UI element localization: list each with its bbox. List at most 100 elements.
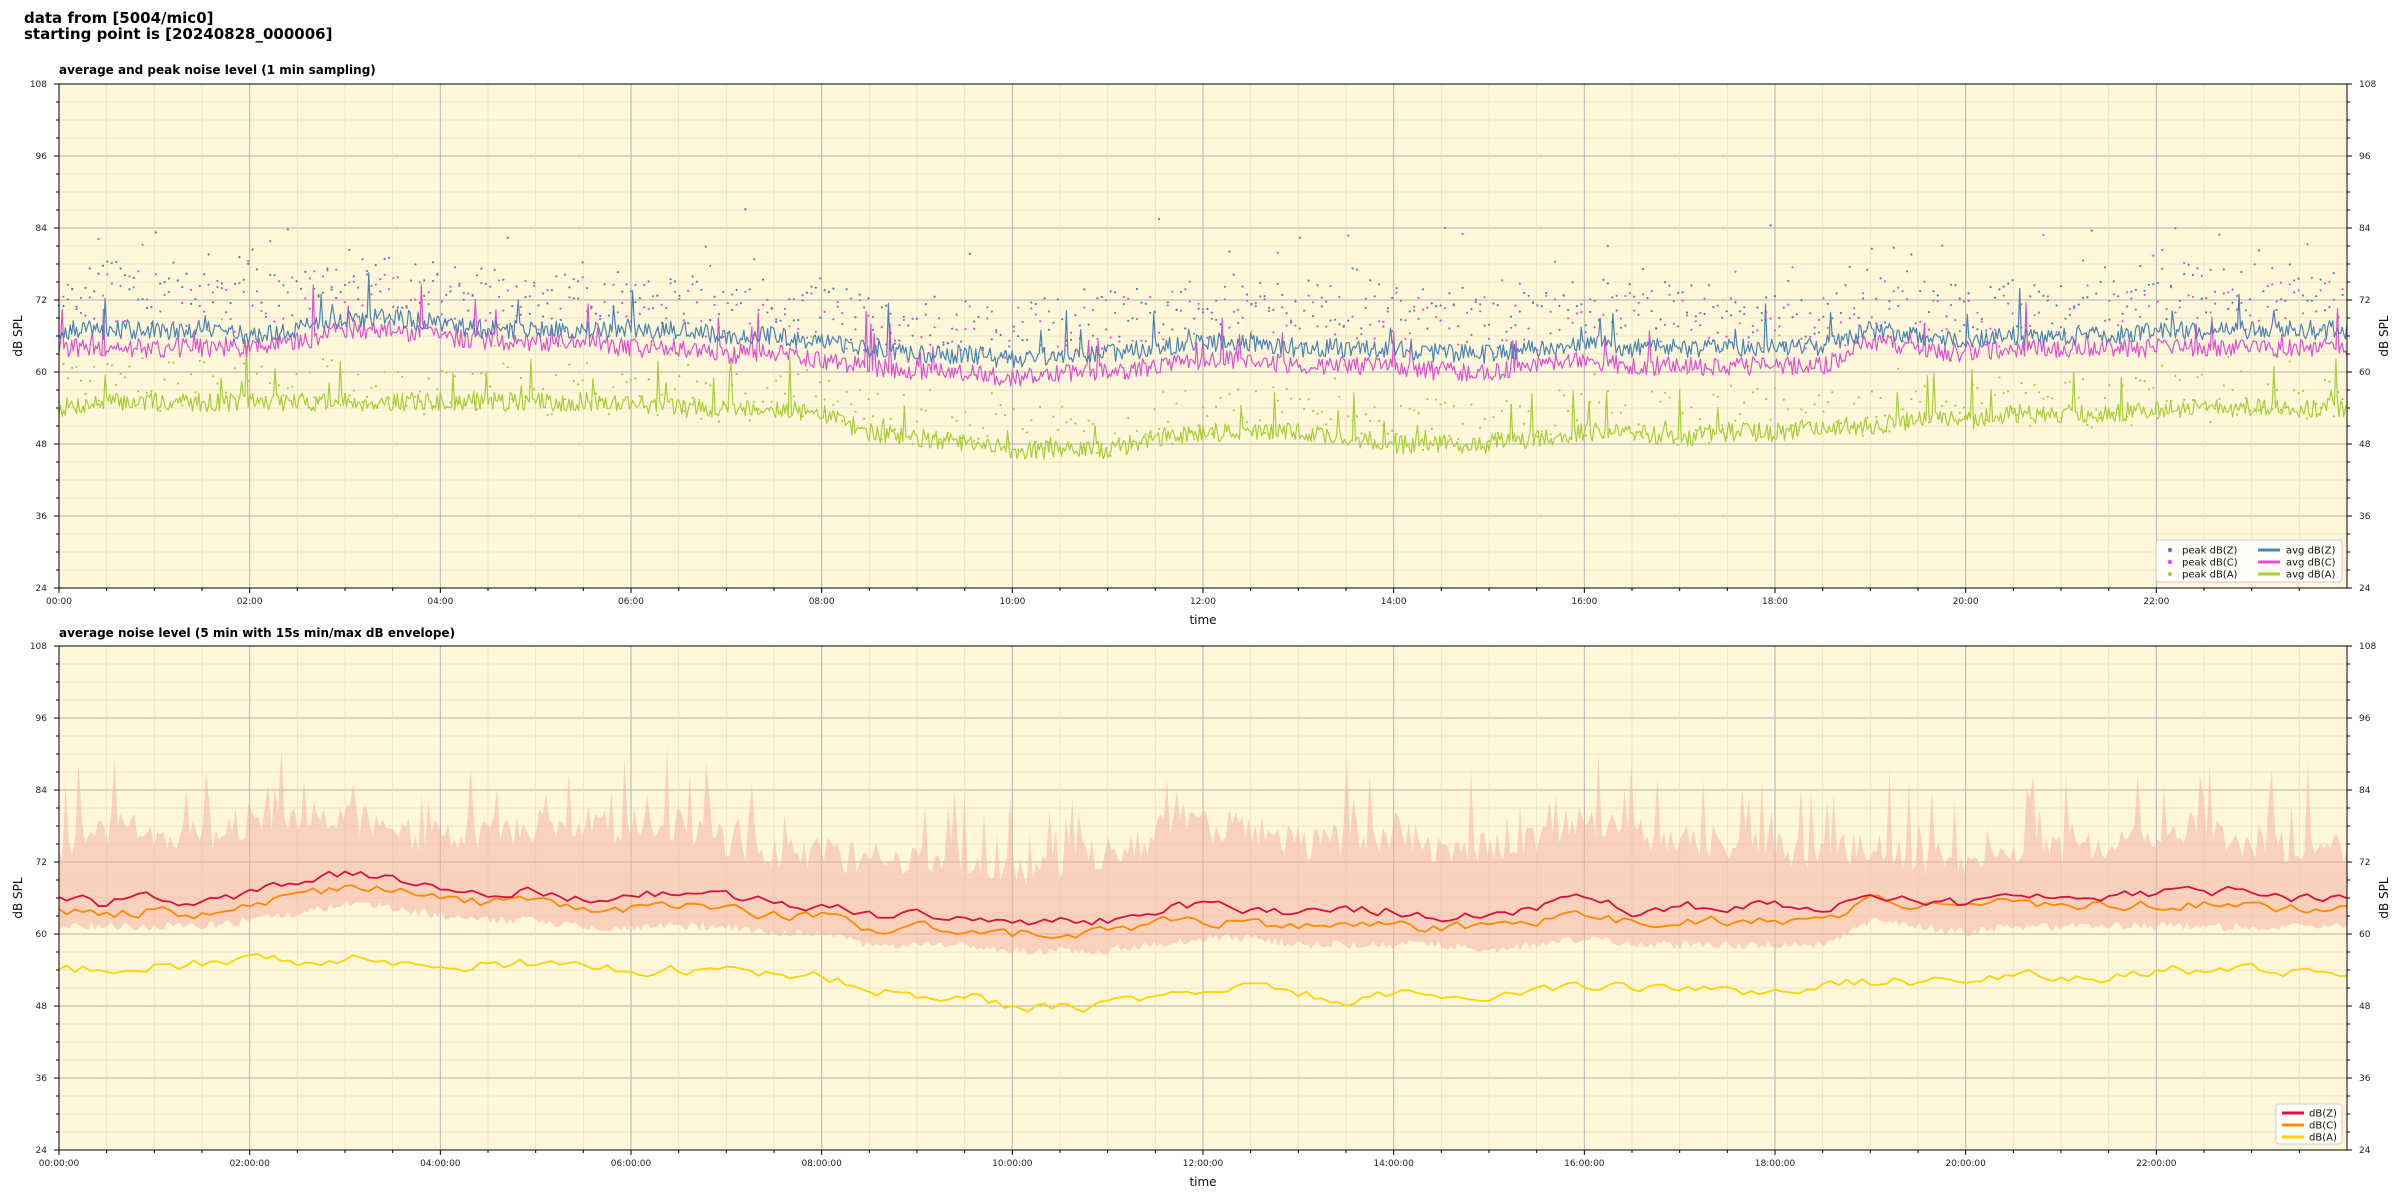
peak-point (2183, 398, 2186, 402)
peak-point (79, 379, 83, 382)
peak-point (1927, 328, 1931, 331)
peak-point (1958, 329, 1961, 333)
peak-point (647, 378, 650, 381)
panel-1-title: average and peak noise level (1 min samp… (59, 63, 376, 77)
peak-point (436, 388, 439, 391)
peak-point (440, 370, 443, 373)
peak-point (295, 372, 298, 376)
peak-point (304, 270, 307, 273)
peak-point (2086, 423, 2089, 427)
peak-point (634, 301, 637, 304)
peak-point (427, 377, 430, 380)
peak-point (357, 286, 360, 289)
peak-point (1237, 388, 1240, 391)
peak-point (106, 260, 109, 263)
peak-point (1417, 412, 1420, 415)
peak-point (2244, 309, 2247, 312)
peak-point (2319, 289, 2322, 292)
peak-point (1285, 387, 1288, 391)
peak-point (396, 276, 399, 279)
peak-point (1914, 390, 1917, 393)
peak-point (836, 305, 839, 308)
peak-point (269, 382, 272, 385)
peak-point (2301, 389, 2305, 392)
peak-point (1514, 324, 1517, 327)
peak-point (321, 291, 325, 294)
legend-label: dB(C) (2309, 1121, 2337, 1132)
peak-point (2007, 302, 2010, 305)
peak-point (2191, 398, 2195, 402)
peak-point (1360, 432, 1363, 435)
peak-point (863, 306, 866, 309)
peak-point (854, 410, 857, 413)
peak-point (766, 311, 769, 314)
y-tick-label: 36 (36, 1074, 48, 1084)
peak-point (638, 395, 641, 398)
peak-point (326, 267, 329, 270)
peak-point (1690, 328, 1693, 331)
peak-point (819, 316, 822, 319)
peak-point (651, 295, 655, 298)
peak-point (2257, 249, 2261, 252)
peak-point (1734, 270, 1737, 273)
peak-point (1272, 308, 1275, 311)
peak-point (163, 281, 166, 284)
peak-point (1166, 301, 1169, 304)
peak-point (418, 390, 421, 393)
peak-point (299, 287, 303, 290)
peak-point (995, 412, 998, 415)
peak-point (1549, 433, 1552, 436)
x-tick-label: 04:00 (427, 597, 453, 607)
peak-point (225, 391, 228, 394)
peak-point (1483, 418, 1486, 421)
peak-point (2077, 324, 2080, 327)
peak-point (691, 396, 694, 399)
peak-point (1232, 310, 1235, 313)
peak-point (79, 296, 83, 300)
peak-point (687, 289, 690, 292)
peak-point (744, 392, 747, 395)
peak-point (603, 300, 606, 303)
peak-point (1606, 282, 1609, 285)
peak-point (1074, 314, 1077, 317)
peak-point (739, 302, 743, 305)
peak-point (392, 305, 395, 308)
peak-point (2275, 308, 2278, 312)
peak-point (2328, 380, 2331, 383)
peak-point (1439, 304, 1442, 307)
peak-point (1311, 301, 1315, 304)
peak-point (1254, 302, 1257, 305)
peak-point (1919, 290, 1922, 293)
peak-point (1523, 291, 1526, 295)
peak-point (660, 303, 663, 306)
x-tick-label: 06:00 (618, 597, 644, 607)
peak-point (1228, 250, 1231, 253)
peak-point (348, 248, 351, 251)
peak-point (2288, 283, 2291, 286)
peak-point (638, 297, 641, 300)
peak-point (880, 326, 883, 329)
peak-point (1413, 409, 1416, 412)
peak-point (1474, 298, 1477, 301)
peak-point (2108, 318, 2111, 321)
peak-point (1113, 432, 1117, 435)
peak-point (453, 266, 457, 269)
peak-point (352, 389, 355, 392)
peak-point (1562, 394, 1565, 397)
peak-point (1518, 310, 1521, 313)
peak-point (2156, 417, 2159, 420)
legend-label: peak dB(Z) (2182, 546, 2238, 557)
peak-point (317, 295, 320, 298)
peak-point (1998, 376, 2001, 379)
peak-point (2200, 297, 2203, 300)
peak-point (858, 388, 861, 391)
y-tick-label: 36 (36, 512, 48, 522)
peak-point (1518, 282, 1521, 285)
peak-point (1457, 437, 1460, 440)
peak-point (814, 330, 817, 333)
peak-point (1232, 273, 1235, 276)
peak-point (1540, 430, 1543, 433)
legend-label: avg dB(A) (2286, 570, 2336, 581)
x-tick-label: 04:00:00 (420, 1159, 461, 1169)
peak-point (176, 279, 179, 282)
